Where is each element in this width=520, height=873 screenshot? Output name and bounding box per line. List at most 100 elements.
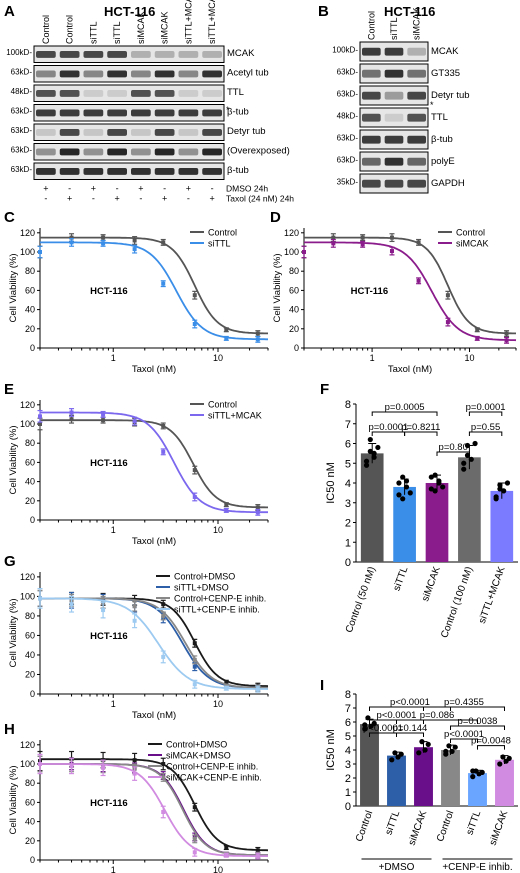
lane-label: Control (41, 15, 51, 44)
bar (458, 457, 481, 562)
data-point (161, 281, 166, 286)
replicate-point (432, 488, 438, 494)
lane-label: siTTL (389, 18, 399, 41)
data-point (69, 417, 74, 422)
blot-band (154, 128, 175, 136)
mw-marker: 63kD- (337, 155, 359, 164)
y-tick-label: 100 (20, 591, 35, 601)
series-curve (304, 236, 516, 335)
y-tick-label: 0 (30, 855, 35, 865)
replicate-point (440, 484, 446, 490)
data-point (69, 410, 74, 415)
x-tick-label: 1 (111, 353, 116, 363)
data-point (192, 657, 197, 662)
replicate-point (479, 769, 485, 776)
significance-bracket (369, 706, 451, 711)
y-tick-label: 1 (345, 537, 351, 549)
replicate-point (470, 774, 476, 780)
blot-band (407, 69, 426, 78)
y-tick-label: 80 (25, 778, 35, 788)
data-point (475, 327, 480, 332)
legend-label: siMCAK (456, 239, 489, 249)
blot-band (59, 50, 80, 58)
chart-f: 0 1 2 3 4 5 6 7 8 IC50 nM Control (50 nM) siTTL siMC… (325, 399, 518, 640)
blot-label: MCAK (227, 48, 255, 59)
data-point (255, 854, 260, 859)
data-point (192, 664, 197, 669)
data-point (192, 850, 197, 855)
y-tick-label: 0 (30, 689, 35, 699)
data-point (389, 235, 394, 240)
legend-label: Control+DMSO (166, 740, 227, 750)
bar (490, 490, 514, 562)
data-point (224, 680, 229, 685)
treatment-sign: + (67, 194, 72, 204)
y-axis-label: IC50 nM (325, 462, 337, 504)
blot-strip (33, 45, 225, 63)
y-tick-label: 120 (20, 572, 35, 582)
blot-band (178, 89, 199, 97)
mw-marker: 100kD- (332, 45, 358, 54)
y-tick-label: 60 (289, 285, 299, 295)
legend-label: Control+DMSO (174, 572, 235, 582)
y-tick-label: 0 (345, 801, 351, 813)
panel-letter-f: F (320, 381, 329, 398)
replicate-point (398, 751, 404, 757)
blot-band (384, 69, 404, 78)
y-axis-label: Cell Viability (%) (272, 254, 283, 323)
blot-band (36, 50, 56, 58)
significance-bracket (423, 706, 505, 711)
legend-label: Control+CENP-E inhib. (166, 762, 258, 772)
blot-band (384, 113, 404, 122)
category-label: siTTL+MCAK (477, 565, 508, 625)
p-value-label: p=0.144 (393, 723, 428, 734)
blot-label: Detyr tub (431, 90, 470, 101)
y-tick-label: 0 (30, 515, 35, 525)
replicate-point (419, 739, 425, 745)
y-tick-label: 0 (30, 343, 35, 353)
category-label: siMCAK (420, 565, 443, 603)
blot-band (154, 89, 175, 97)
y-tick-label: 40 (25, 477, 35, 487)
replicate-point (375, 444, 381, 451)
p-value-label: p<0.0001 (390, 697, 430, 708)
treatment-sign: - (187, 194, 190, 204)
data-point (132, 618, 137, 623)
data-point (504, 338, 509, 343)
blot-band (59, 167, 80, 175)
series-curve (40, 419, 268, 509)
replicate-point (425, 741, 431, 748)
blot-band (202, 128, 222, 136)
cell-line-label: HCT-116 (351, 286, 389, 297)
replicate-point (452, 744, 458, 750)
treatment-sign: - (44, 194, 47, 204)
cell-line-label: HCT-116 (90, 458, 128, 469)
blot-band (36, 128, 56, 136)
blot-label: polyE (431, 156, 455, 167)
blot-label: GAPDH (431, 178, 465, 189)
blot-band (384, 179, 404, 188)
blot-band (362, 179, 381, 188)
data-point (255, 331, 260, 336)
replicate-point (371, 720, 377, 727)
legend-label: Control (208, 400, 237, 410)
blot-band (131, 148, 151, 156)
y-tick-label: 20 (25, 324, 35, 334)
blot-band (131, 50, 151, 58)
x-tick-label: 10 (465, 353, 475, 363)
lane-label: Control (65, 15, 75, 44)
data-point (69, 602, 74, 607)
blot-band (36, 148, 56, 156)
bar (468, 773, 487, 806)
blot-band (131, 167, 151, 175)
data-point (192, 468, 197, 473)
panel-letter-g: G (4, 553, 16, 570)
data-point (445, 320, 450, 325)
significance-bracket (468, 431, 503, 436)
x-axis-label: Taxol (nM) (132, 710, 176, 721)
significance-bracket (371, 411, 438, 416)
blot-band (178, 148, 199, 156)
mw-marker: 35kD- (337, 177, 359, 186)
blot-band (131, 89, 151, 97)
